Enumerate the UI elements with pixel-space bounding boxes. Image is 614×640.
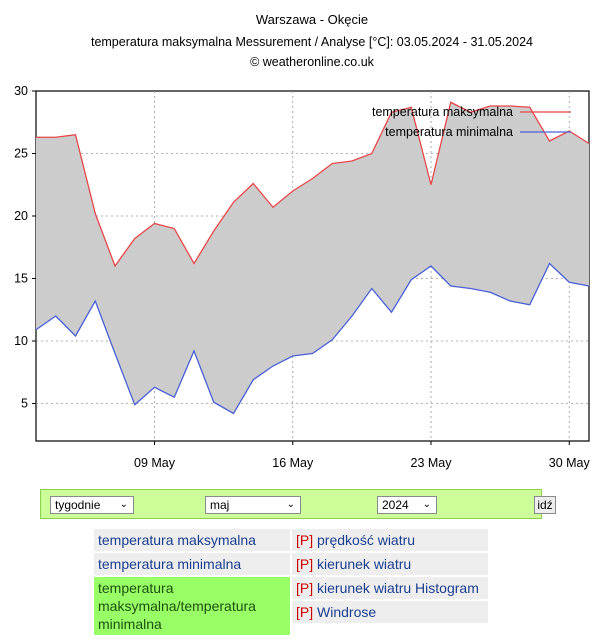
- chart-title: Warszawa - Okęcie: [256, 12, 368, 27]
- menu-link-max-temperature[interactable]: temperatura maksymalna: [94, 529, 290, 553]
- menu-link-label: temperatura maksymalna: [98, 532, 256, 548]
- y-tick-label: 20: [14, 209, 28, 223]
- menu-left-column: temperatura maksymalna temperatura minim…: [94, 529, 290, 637]
- menu-link-wind-speed[interactable]: [P] prędkość wiatru: [292, 529, 488, 553]
- year-select[interactable]: 2024 ⌄: [377, 496, 437, 514]
- y-tick-label: 15: [14, 272, 28, 286]
- menu-link-wind-direction[interactable]: [P] kierunek wiatru: [292, 553, 488, 577]
- menu-link-max-min-temperature[interactable]: temperatura maksymalna/temperatura minim…: [94, 577, 290, 637]
- legend-label-max: temperatura maksymalna: [372, 105, 513, 119]
- chevron-down-icon: ⌄: [286, 499, 295, 510]
- x-tick-label: 16 May: [272, 456, 314, 470]
- month-select[interactable]: maj ⌄: [205, 496, 301, 514]
- temperature-range-band: [36, 102, 589, 414]
- y-tick-label: 5: [21, 397, 28, 411]
- y-axis-ticks: 5 10 15 20 25 30: [14, 84, 36, 411]
- min-temperature-line: [35, 262, 590, 415]
- x-axis-ticks: 09 May 16 May 23 May 30 May: [134, 441, 590, 470]
- menu-link-label: temperatura minimalna: [98, 556, 242, 572]
- chart-credit: © weatheronline.co.uk: [250, 55, 375, 69]
- controls-bar: tygodnie ⌄ maj ⌄ 2024 ⌄ idź: [40, 489, 556, 519]
- x-tick-label: 09 May: [134, 456, 176, 470]
- menu-link-label: Windrose: [317, 604, 377, 620]
- menu-link-label: kierunek wiatru: [317, 556, 412, 572]
- temperature-chart: Warszawa - Okęcie temperatura maksymalna…: [14, 12, 590, 470]
- month-select-value: maj: [210, 498, 230, 512]
- y-tick-label: 10: [14, 334, 28, 348]
- menu-link-label: kierunek wiatru Histogram: [317, 580, 479, 596]
- y-tick-label: 30: [14, 84, 28, 98]
- menu-right-column: [P] prędkość wiatru [P] kierunek wiatru …: [292, 529, 488, 625]
- y-tick-label: 25: [14, 147, 28, 161]
- chart-subtitle: temperatura maksymalna Messurement / Ana…: [91, 35, 533, 49]
- premium-tag: [P]: [296, 580, 314, 596]
- menu-link-wind-direction-histogram[interactable]: [P] kierunek wiatru Histogram: [292, 577, 488, 601]
- period-select[interactable]: tygodnie ⌄: [50, 496, 134, 514]
- menu-link-label: temperatura maksymalna/temperatura minim…: [98, 580, 256, 632]
- premium-tag: [P]: [296, 556, 314, 572]
- premium-tag: [P]: [296, 604, 314, 620]
- chevron-down-icon: ⌄: [119, 499, 128, 510]
- menu-link-min-temperature[interactable]: temperatura minimalna: [94, 553, 290, 577]
- menu-link-label: prędkość wiatru: [317, 532, 416, 548]
- max-temperature-line: [36, 101, 590, 268]
- year-select-value: 2024: [382, 498, 409, 512]
- menu-link-windrose[interactable]: [P] Windrose: [292, 601, 488, 625]
- x-tick-label: 23 May: [411, 456, 453, 470]
- go-button[interactable]: idź: [534, 496, 556, 514]
- chevron-down-icon: ⌄: [422, 499, 431, 510]
- period-select-value: tygodnie: [55, 498, 101, 512]
- legend-label-min: temperatura minimalna: [385, 125, 513, 139]
- premium-tag: [P]: [296, 532, 314, 548]
- legend: temperatura maksymalna temperatura minim…: [372, 105, 571, 139]
- x-tick-label: 30 May: [549, 456, 591, 470]
